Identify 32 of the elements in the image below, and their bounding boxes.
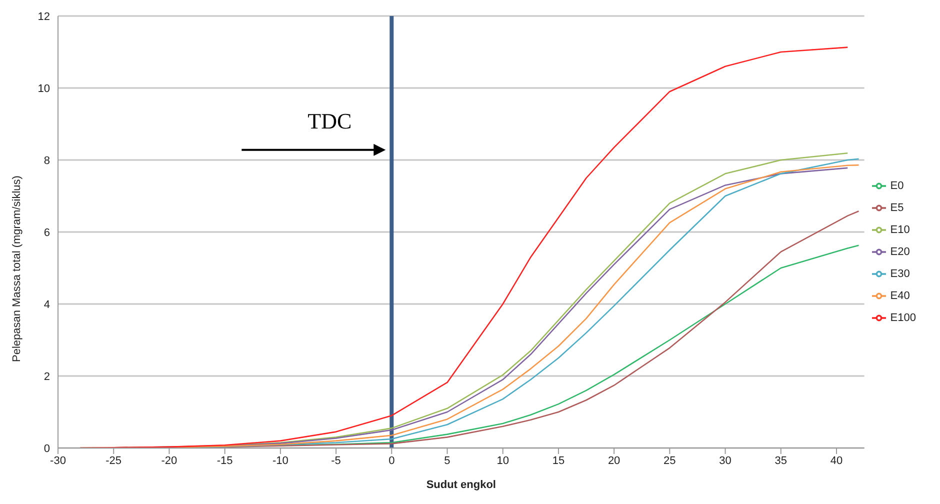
x-tick-label: 20	[608, 454, 620, 467]
x-tick-label: 15	[552, 454, 565, 467]
y-tick-label: 4	[44, 298, 50, 311]
legend-label: E10	[890, 224, 910, 236]
x-tick-label: 25	[664, 454, 676, 467]
x-tick-label: 40	[830, 454, 843, 467]
x-tick-label: -20	[161, 454, 178, 467]
legend-label: E40	[890, 290, 910, 302]
x-tick-label: -10	[272, 454, 288, 467]
y-tick-label: 2	[44, 370, 50, 383]
legend-label: E100	[890, 312, 916, 324]
y-tick-label: 6	[44, 226, 50, 239]
y-tick-label: 12	[38, 10, 50, 23]
x-tick-label: -30	[50, 454, 66, 467]
legend-label: E5	[890, 202, 904, 214]
x-tick-label: 30	[719, 454, 732, 467]
x-tick-label: -15	[216, 454, 233, 467]
x-tick-label: 0	[388, 454, 395, 467]
x-tick-label: -25	[106, 454, 122, 467]
y-tick-label: 8	[44, 154, 50, 167]
legend-label: E20	[890, 246, 910, 258]
x-axis-title: Sudut engkol	[426, 479, 496, 491]
legend-label: E30	[890, 268, 910, 280]
y-tick-label: 10	[38, 82, 50, 95]
x-tick-label: 5	[444, 454, 450, 467]
y-axis-title: Pelepasan Massa total (mgram/siklus)	[10, 176, 23, 362]
x-tick-label: 35	[774, 454, 788, 467]
y-tick-label: 0	[44, 442, 50, 455]
x-tick-label: -5	[331, 454, 341, 467]
ref-line-label: TDC	[308, 108, 352, 134]
legend-label: E0	[890, 180, 904, 192]
x-tick-label: 10	[496, 454, 509, 467]
